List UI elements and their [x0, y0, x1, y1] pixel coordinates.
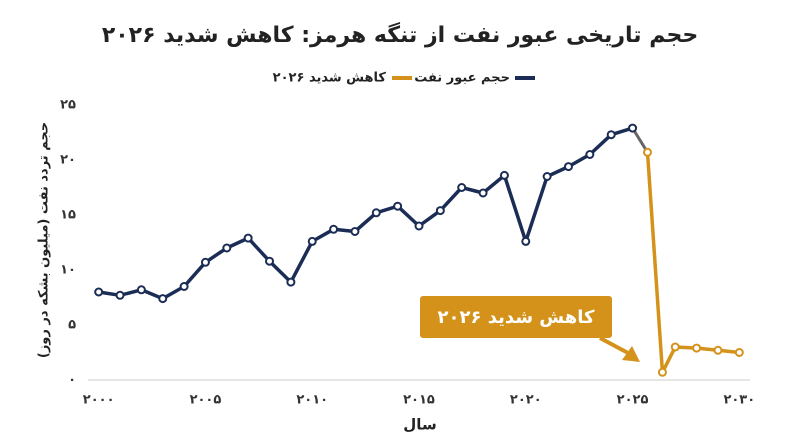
point: [734, 348, 744, 357]
point: [136, 285, 146, 295]
point: [350, 227, 360, 236]
point: [329, 224, 339, 234]
point: [265, 256, 275, 266]
x-tick-label: ۲۰۲۰: [510, 393, 542, 408]
point: [94, 287, 104, 297]
point: [670, 342, 680, 352]
x-axis-label: سال: [403, 416, 436, 434]
point: [222, 243, 232, 253]
x-tick-label: ۲۰۰۵: [190, 393, 222, 408]
connector: [631, 127, 649, 154]
y-tick-label: ۲۵: [60, 98, 76, 113]
point: [521, 236, 531, 246]
point: [307, 236, 317, 246]
annotation-arrowhead: [622, 346, 640, 362]
y-tick-label: ۲۰: [60, 153, 76, 168]
y-tick-label: ۱۵: [60, 208, 76, 223]
point: [692, 343, 702, 353]
series-line: [645, 152, 740, 375]
x-tick-label: ۲۰۳۰: [723, 393, 755, 408]
point: [243, 233, 253, 243]
point: [657, 367, 667, 377]
point: [179, 282, 189, 291]
legend-label: کاهش شدید ۲۰۲۶: [273, 71, 387, 86]
point: [371, 208, 381, 218]
point: [542, 172, 552, 181]
point: [435, 206, 445, 216]
annotation-arrow: [599, 336, 631, 356]
legend-label: حجم عبور نفت: [414, 71, 510, 86]
y-tick-label: ۰: [68, 373, 76, 388]
y-tick-label: ۵: [68, 318, 76, 333]
point: [286, 277, 296, 287]
y-tick-label: ۱۰: [60, 263, 76, 278]
x-tick-label: ۲۰۰۰: [83, 393, 115, 408]
annotation: کاهش شدید ۲۰۲۶: [438, 307, 595, 328]
x-tick-label: ۲۰۲۵: [617, 393, 649, 408]
point: [499, 170, 509, 180]
y-axis-label: حجم تردد نفت (میلیون بشکه در روز): [37, 122, 52, 358]
annotation-box: [420, 296, 612, 338]
point: [200, 257, 210, 267]
x-tick-label: ۲۰۱۰: [296, 393, 328, 408]
point: [713, 345, 723, 355]
point: [642, 147, 652, 157]
point: [393, 201, 403, 211]
point: [478, 188, 488, 198]
point: [628, 123, 638, 133]
point: [563, 162, 573, 172]
point: [606, 130, 616, 140]
point: [414, 221, 424, 231]
point: [115, 290, 125, 300]
point: [158, 294, 168, 304]
chart-title: حجم تاریخی عبور نفت از تنگه هرمز: کاهش ش…: [102, 21, 698, 48]
series-line: [98, 126, 634, 301]
x-tick-label: ۲۰۱۵: [403, 393, 435, 408]
point: [457, 183, 467, 192]
point: [585, 150, 595, 159]
